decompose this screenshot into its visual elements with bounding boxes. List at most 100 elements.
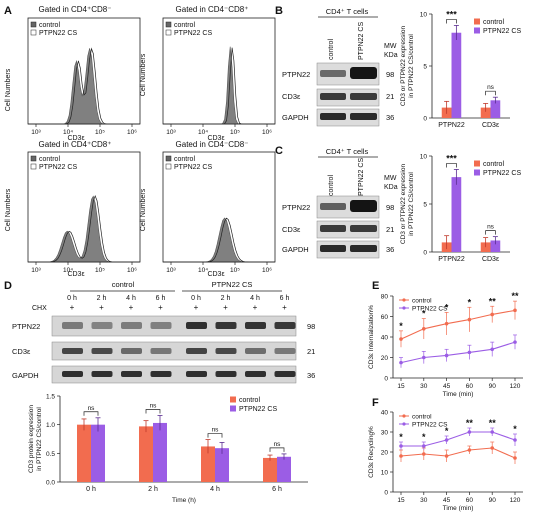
row-label: PTPN22 — [282, 70, 310, 79]
legend-swatch — [230, 405, 236, 412]
blot-title: CD4⁺ T cells — [326, 7, 369, 16]
blot-strip — [51, 315, 297, 337]
data-point — [399, 360, 403, 365]
histogram-tick-label: 10⁴ — [63, 129, 73, 136]
legend-label: control — [483, 161, 504, 168]
legend-swatch-ptpn22 — [165, 29, 172, 36]
data-point — [444, 454, 449, 458]
significance-label: ** — [466, 418, 474, 428]
x-tick-label: 15 — [397, 383, 405, 390]
mw-value: 98 — [386, 70, 394, 79]
panel-letter-d: D — [4, 280, 12, 292]
histogram-tick-label: 10⁶ — [127, 129, 137, 136]
legend-swatch — [474, 27, 480, 34]
histogram-tick-label: 10⁶ — [262, 267, 272, 274]
histogram-tick-label: 10⁴ — [198, 267, 208, 274]
row-label: GAPDH — [12, 371, 39, 380]
bar — [451, 177, 462, 252]
y-tick-label: 1.0 — [46, 422, 55, 429]
data-point — [490, 347, 495, 352]
chx-label: CHX — [32, 305, 47, 312]
legend-swatch-control — [30, 155, 37, 162]
mw-value: 21 — [307, 347, 315, 356]
x-tick-label: 15 — [397, 497, 405, 504]
bar — [490, 100, 501, 118]
panel-letter-b: B — [275, 5, 283, 17]
data-point — [467, 317, 472, 322]
histogram-tick-label: 10⁴ — [63, 267, 73, 274]
histogram-control-fill — [28, 48, 140, 125]
x-tick-label: 90 — [489, 497, 497, 504]
blot-band — [245, 371, 266, 377]
legend-label-ptpn22: PTPN22 CS — [39, 164, 77, 171]
lane-label-control: control — [328, 175, 335, 196]
blot-band — [186, 371, 207, 377]
blot-band — [320, 203, 346, 210]
blot-band — [350, 113, 377, 120]
significance-label: * — [422, 309, 426, 319]
bar — [277, 456, 291, 482]
histogram-tick-label: 10³ — [166, 129, 176, 136]
mw-value: 21 — [386, 225, 394, 234]
y-tick-label: 0 — [384, 376, 388, 383]
y-tick-label: 40 — [381, 335, 389, 342]
legend-label: PTPN22 CS — [483, 28, 521, 35]
blot-band — [350, 245, 377, 252]
significance-label: *** — [446, 153, 457, 163]
chx-mark: + — [282, 303, 287, 312]
x-tick-label: 120 — [510, 383, 521, 390]
x-tick-label: 0 h — [86, 486, 96, 493]
bar — [480, 107, 491, 118]
blot-band — [121, 348, 142, 354]
blot-band — [215, 371, 237, 377]
legend-label-ptpn22: PTPN22 CS — [174, 30, 212, 37]
histogram-ptpn22-outline — [163, 217, 275, 263]
legend-label-control: control — [39, 22, 60, 29]
y-tick-label: 10 — [381, 470, 389, 477]
row-label: GAPDH — [282, 113, 309, 122]
x-tick-label: 30 — [420, 497, 428, 504]
legend-swatch-ptpn22 — [30, 29, 37, 36]
significance-label: ns — [212, 427, 220, 434]
C-bar-chart: 0 5 10 CD3 or PTPN22 expression in PTPN22 CS… — [400, 153, 521, 263]
x-tick-label: 2 h — [148, 486, 158, 493]
y-tick-label: 10 — [420, 12, 428, 19]
y-axis-label: CD3 protein expression — [28, 405, 35, 473]
blot-band — [320, 225, 346, 232]
legend-label: PTPN22 CS — [483, 170, 521, 177]
blot-band — [186, 348, 207, 354]
bar — [201, 446, 215, 482]
y-tick-label: 0 — [384, 490, 388, 497]
data-point — [399, 444, 403, 448]
y-tick-label: 20 — [381, 355, 389, 362]
legend-label: control — [239, 397, 260, 404]
blot-band — [121, 322, 142, 329]
histogram-tick-label: 10⁴ — [198, 129, 208, 136]
legend-label-control: control — [174, 22, 195, 29]
x-tick-label: 4 h — [210, 486, 220, 493]
histogram-title: Gated in CD4⁺CD8⁻ — [39, 5, 112, 14]
data-point — [467, 448, 472, 452]
x-tick-label: 6 h — [272, 486, 282, 493]
significance-label: *** — [446, 9, 457, 19]
histogram-control-fill — [163, 217, 275, 263]
legend-label: PTPN22 CS — [239, 406, 277, 413]
series-line — [401, 431, 516, 447]
data-point — [490, 446, 495, 450]
row-label: CD3ε — [282, 225, 301, 234]
histogram-xlabel: CD3ε — [67, 135, 84, 142]
histogram-tick-label: 10³ — [166, 267, 176, 274]
blot-band — [274, 371, 296, 377]
histogram-ylabel: Cell Numbers — [5, 188, 12, 231]
data-point — [467, 350, 472, 355]
row-label: CD3ε — [12, 347, 31, 356]
legend-label: control — [483, 19, 504, 26]
bar — [215, 448, 229, 482]
chx-mark: + — [70, 303, 75, 312]
legend-label-control: control — [174, 156, 195, 163]
F-line-chart: 0 10 20 30 40 CD3ε Recycling% Time (min) 15 30 45… — [368, 410, 523, 512]
legend-swatch-ptpn22 — [30, 163, 37, 170]
lane-label-ptpn22: PTPN22 CS — [358, 22, 365, 60]
